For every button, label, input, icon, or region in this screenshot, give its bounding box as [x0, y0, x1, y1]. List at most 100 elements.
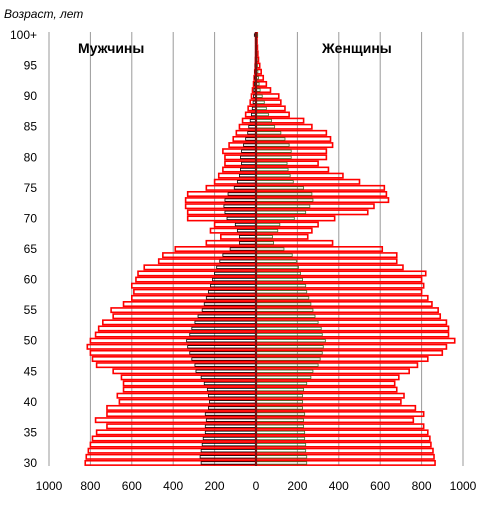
bar-female-inner: [256, 229, 278, 231]
bars-layer: [85, 33, 454, 465]
y-tick-label: 45: [24, 364, 38, 378]
bar-female-inner: [256, 425, 304, 427]
bar-female-inner: [256, 303, 311, 305]
bar-female-inner: [256, 346, 323, 348]
bar-male-inner: [201, 376, 256, 378]
bar-female-inner: [256, 297, 309, 299]
bar-male-inner: [201, 450, 256, 452]
x-tick-label: 800: [80, 479, 100, 493]
y-tick-label: 70: [24, 211, 38, 225]
bar-male-inner: [237, 229, 256, 231]
bar-female-inner: [256, 168, 288, 170]
bar-female-inner: [256, 242, 274, 244]
x-tick-label: 0: [253, 479, 260, 493]
bar-male-inner: [225, 199, 256, 201]
bar-female-inner: [256, 181, 293, 183]
bar-male-inner: [206, 419, 256, 421]
bar-male-inner: [198, 315, 256, 317]
bar-female-inner: [256, 217, 294, 219]
bar-male-inner: [230, 248, 256, 250]
bar-male-inner: [200, 456, 256, 458]
bar-female-inner: [256, 211, 306, 213]
bar-female-inner: [256, 388, 304, 390]
bar-female-inner: [256, 450, 306, 452]
bar-female-inner: [256, 150, 291, 152]
bar-male-inner: [224, 205, 256, 207]
bar-male-inner: [192, 327, 256, 329]
bar-female-inner: [256, 407, 303, 409]
bar-female-inner: [256, 248, 284, 250]
bar-male-inner: [225, 211, 256, 213]
y-tick-label: 55: [24, 303, 38, 317]
y-tick-label: 80: [24, 150, 38, 164]
bar-male-inner: [240, 156, 256, 158]
bar-female-inner: [256, 278, 303, 280]
bar-male-inner: [242, 162, 256, 164]
bar-female-inner: [256, 394, 303, 396]
bar-female-inner: [256, 174, 290, 176]
bar-male-inner: [190, 333, 256, 335]
bar-male-inner: [217, 266, 256, 268]
bar-male-inner: [242, 150, 256, 152]
y-tick-label: 75: [24, 181, 38, 195]
bar-male-inner: [239, 174, 256, 176]
y-tick-label: 90: [24, 89, 38, 103]
bar-female-inner: [256, 284, 306, 286]
bar-male-inner: [237, 181, 256, 183]
x-tick-label: 1000: [450, 479, 477, 493]
females-label: Женщины: [321, 40, 392, 56]
x-tick-label: 1000: [36, 479, 63, 493]
bar-female-inner: [256, 321, 318, 323]
bar-female-inner: [256, 370, 313, 372]
x-tick-label: 800: [412, 479, 432, 493]
bar-male-inner: [234, 187, 256, 189]
bar-female-inner: [256, 254, 292, 256]
bar-male-inner: [202, 309, 256, 311]
bar-female-inner: [256, 272, 301, 274]
x-tick-label: 400: [329, 479, 349, 493]
bar-male-inner: [206, 297, 256, 299]
bar-female-inner: [256, 144, 289, 146]
x-tick-label: 600: [370, 479, 390, 493]
bar-female-inner: [256, 358, 320, 360]
bar-female-inner: [256, 376, 311, 378]
bar-female-inner: [256, 364, 318, 366]
bar-female-inner: [256, 339, 325, 341]
y-tick-label: 40: [24, 395, 38, 409]
bar-male-inner: [235, 223, 256, 225]
males-label: Мужчины: [78, 40, 144, 56]
bar-female-inner: [256, 236, 273, 238]
bar-male-inner: [195, 364, 256, 366]
bar-male-inner: [205, 431, 256, 433]
bar-female-inner: [256, 205, 310, 207]
bar-female-inner: [256, 193, 312, 195]
y-tick-label: 35: [24, 425, 38, 439]
bar-male-inner: [195, 321, 256, 323]
bar-male-inner: [210, 284, 256, 286]
y-tick-label: 85: [24, 120, 38, 134]
bar-female-inner: [256, 315, 315, 317]
y-axis-label: Возраст, лет: [4, 7, 83, 21]
bar-female-inner: [256, 107, 266, 109]
bar-female-inner: [256, 352, 322, 354]
y-tick-label: 95: [24, 59, 38, 73]
bar-male-inner: [190, 352, 256, 354]
bar-female-inner: [256, 462, 307, 464]
bar-male-inner: [196, 370, 256, 372]
bar-male-inner: [244, 144, 256, 146]
bar-male-inner: [208, 291, 256, 293]
x-tick-label: 400: [163, 479, 183, 493]
bar-female-inner: [256, 113, 268, 115]
bar-male-inner: [215, 272, 256, 274]
bar-female-inner: [256, 309, 313, 311]
bar-female-inner: [256, 119, 272, 121]
y-tick-label: 30: [24, 456, 38, 470]
bar-male-inner: [203, 437, 256, 439]
x-tick-label: 200: [205, 479, 225, 493]
x-tick-label: 200: [287, 479, 307, 493]
bar-female-inner: [256, 138, 285, 140]
bar-male-inner: [205, 413, 256, 415]
bar-male-inner: [239, 236, 256, 238]
